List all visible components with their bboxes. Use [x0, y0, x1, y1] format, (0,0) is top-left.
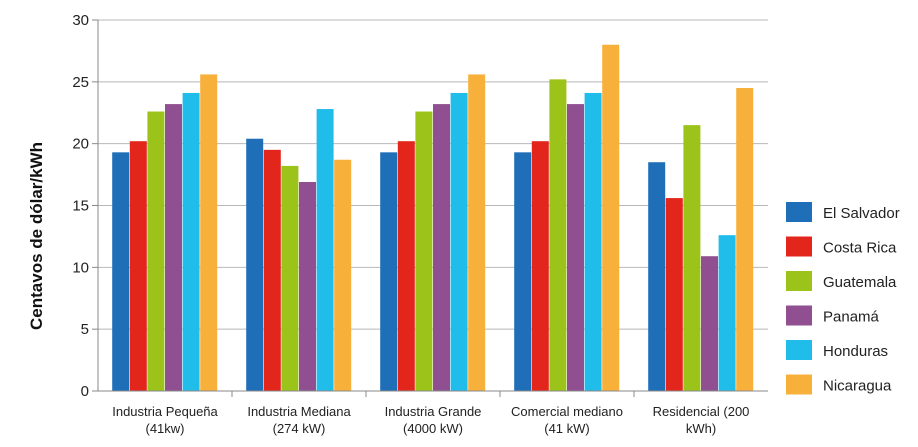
legend-swatch	[786, 236, 812, 257]
bar	[567, 104, 584, 392]
bar	[433, 104, 450, 392]
bar	[718, 235, 736, 391]
legend-label: Nicaragua	[823, 378, 892, 395]
bars	[112, 44, 754, 392]
bar	[334, 159, 352, 391]
x-tick-label: (4000 kW)	[403, 421, 463, 436]
x-tick-label: Industria Pequeña	[112, 404, 218, 419]
bar	[263, 149, 281, 391]
bar	[147, 111, 165, 391]
bar	[665, 198, 683, 391]
bar	[299, 182, 316, 391]
legend-swatch	[786, 374, 812, 395]
legend-label: Panamá	[823, 309, 880, 326]
x-tick-label: Industria Grande	[385, 404, 482, 419]
bar	[182, 92, 200, 392]
axes	[92, 19, 768, 397]
bar	[380, 152, 398, 391]
x-tick-label: Industria Mediana	[247, 404, 351, 419]
bar	[468, 74, 486, 391]
bar	[112, 152, 130, 391]
bar	[316, 109, 334, 391]
bar	[165, 104, 182, 392]
y-tick-label: 15	[72, 198, 89, 215]
bar	[584, 92, 602, 392]
y-axis-label: Centavos de dólar/kWh	[27, 142, 46, 330]
legend-label: Honduras	[823, 343, 888, 360]
x-tick-label: Comercial mediano	[511, 404, 623, 419]
legend-swatch	[786, 202, 812, 222]
legend-label: El Salvador	[823, 205, 900, 222]
bar	[415, 111, 433, 391]
legend-swatch	[786, 305, 812, 326]
bar	[129, 141, 147, 391]
x-tick-label: (274 kW)	[273, 421, 326, 436]
y-tick-labels: 0 5 10 15 20 25 30	[72, 12, 89, 400]
bar	[701, 256, 718, 391]
bar	[602, 44, 620, 391]
x-tick-label: (41kw)	[145, 421, 184, 436]
legend-label: Costa Rica	[823, 240, 897, 257]
bar	[200, 74, 218, 391]
bar	[549, 79, 567, 392]
x-tick-label: kWh)	[686, 421, 716, 436]
y-tick-label: 10	[72, 259, 89, 276]
x-tick-label: Residencial (200	[653, 404, 750, 419]
y-tick-label: 5	[81, 321, 89, 338]
y-tick-label: 30	[72, 12, 89, 29]
legend-swatch	[786, 340, 812, 360]
category-labels: Industria Pequeña (41kw) Industria Mediana…	[112, 404, 749, 436]
bar	[397, 141, 415, 391]
bar	[736, 88, 754, 392]
legend-swatch	[786, 271, 812, 291]
bar	[648, 162, 666, 391]
bar	[450, 92, 468, 392]
legend-label: Guatemala	[823, 274, 897, 291]
bar	[683, 125, 701, 391]
bar	[531, 141, 549, 391]
bar	[514, 152, 532, 391]
y-tick-label: 20	[72, 136, 89, 153]
legend: El Salvador Costa Rica Guatemala Panamá Hond…	[786, 202, 900, 395]
bar	[246, 138, 264, 391]
x-tick-label: (41 kW)	[544, 421, 590, 436]
bar	[281, 165, 299, 391]
y-tick-label: 25	[72, 74, 89, 91]
y-tick-label: 0	[81, 383, 89, 400]
